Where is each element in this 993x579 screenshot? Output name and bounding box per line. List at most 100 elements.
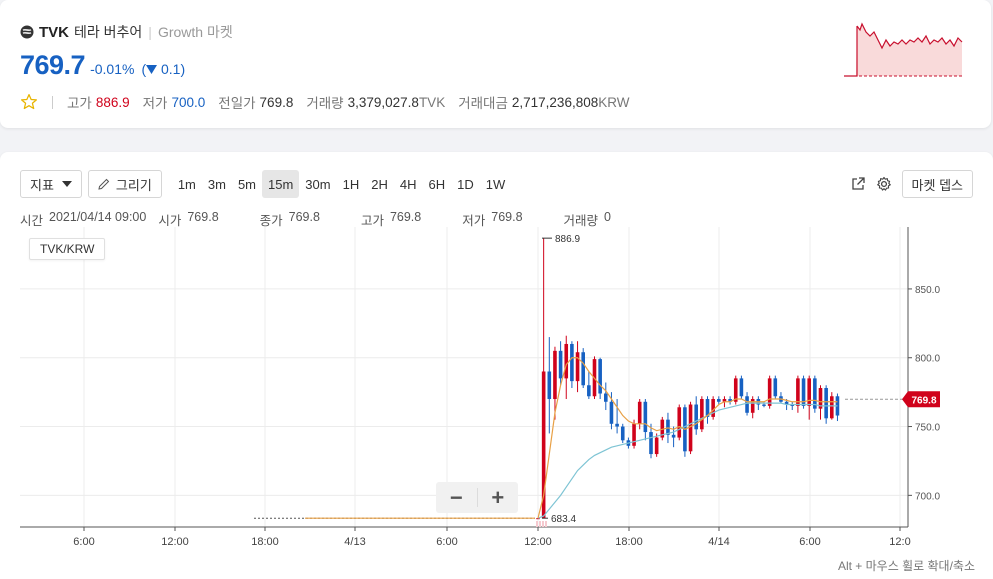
- volume-bar: [545, 521, 547, 527]
- change-amount-value: 0.1: [161, 61, 181, 77]
- candle-body: [711, 399, 715, 417]
- prev-close-label: 전일가: [218, 96, 256, 111]
- interval-30m[interactable]: 30m: [305, 176, 331, 192]
- zoom-in-button[interactable]: +: [491, 484, 505, 510]
- candle-body: [570, 343, 574, 382]
- candle-body: [666, 419, 670, 435]
- candle-body: [688, 404, 693, 452]
- high-marker-label: 886.9: [555, 234, 580, 245]
- interval-1h[interactable]: 1H: [342, 176, 360, 192]
- y-tick-label: 850.0: [915, 285, 940, 296]
- volume-bar: [539, 521, 541, 527]
- interval-15m[interactable]: 15m: [262, 170, 300, 198]
- candle-body: [649, 432, 653, 455]
- chart-panel: 지표 그리기 1m 3m 5m 15m 30m 1H 2H 4H 6H 1D 1…: [0, 152, 993, 579]
- candle-body: [773, 378, 778, 397]
- volume-bar: [536, 521, 538, 527]
- y-tick-label: 700.0: [915, 491, 940, 502]
- x-tick-label: 18:00: [251, 536, 279, 548]
- popout-icon[interactable]: [850, 176, 866, 192]
- candle-body: [620, 426, 625, 441]
- trade-amount-value: 2,717,236,808: [511, 94, 599, 110]
- interval-4h[interactable]: 4H: [399, 176, 417, 192]
- ohlc-open-value: 769.8: [187, 210, 219, 224]
- ohlc-low-value: 769.8: [491, 210, 523, 224]
- candle-body: [705, 399, 710, 417]
- candle-body: [536, 518, 540, 520]
- indicator-dropdown[interactable]: 지표: [20, 170, 82, 198]
- ohlc-open-label: 시가: [158, 214, 182, 228]
- coin-logo-icon: [20, 25, 34, 39]
- change-percent: -0.01%: [90, 61, 135, 77]
- y-tick-label: 750.0: [915, 423, 940, 434]
- x-tick-label: 6:00: [73, 536, 94, 548]
- candle-body: [750, 399, 755, 413]
- candle-body: [762, 404, 766, 406]
- caret-down-icon: [61, 181, 72, 187]
- candle-body: [745, 396, 749, 413]
- interval-5m[interactable]: 5m: [237, 176, 256, 192]
- price-sparkline: [844, 22, 964, 77]
- interval-selector: 1m 3m 5m 15m 30m 1H 2H 4H 6H 1D 1W: [172, 170, 511, 198]
- settings-gear-icon[interactable]: [876, 176, 892, 192]
- candle-body: [609, 401, 614, 424]
- candle-body: [796, 378, 800, 406]
- candle-body: [739, 378, 744, 397]
- candle-body: [564, 343, 569, 379]
- candle-body: [830, 396, 834, 419]
- candle-body: [581, 352, 585, 386]
- zoom-out-button[interactable]: −: [449, 484, 463, 510]
- interval-2h[interactable]: 2H: [371, 176, 388, 192]
- current-price-label: 769.8: [911, 395, 936, 406]
- ohlc-high-value: 769.8: [389, 210, 422, 224]
- ohlc-close-value: 769.8: [288, 210, 320, 224]
- candle-body: [807, 378, 811, 406]
- ohlc-time-value: 2021/04/14 09:00: [49, 210, 147, 224]
- market-depth-label: 마켓 뎁스: [911, 177, 963, 193]
- candlestick-chart[interactable]: 850.0 800.0 750.0 700.0 6:00 12:00 18:00 4/13 6:…: [0, 227, 993, 579]
- ohlc-volume-value: 0: [604, 210, 611, 224]
- low-label: 저가: [142, 96, 168, 111]
- draw-label: 그리기: [115, 177, 152, 193]
- candle-body: [790, 404, 795, 406]
- down-triangle-icon: [146, 65, 158, 74]
- candle-body: [728, 399, 732, 402]
- x-tick-label: 6:00: [799, 536, 820, 548]
- pair-tag: TVK/KRW: [29, 238, 106, 260]
- candle-body: [722, 399, 727, 402]
- candle-body: [632, 423, 636, 446]
- ticker-symbol: TVK: [39, 23, 69, 41]
- candle-body: [604, 393, 608, 402]
- ohlc-volume-label: 거래량: [563, 214, 599, 228]
- x-tick-label: 18:00: [615, 536, 643, 548]
- favorite-star-icon[interactable]: [20, 93, 38, 111]
- x-tick-label: 12:00: [161, 536, 189, 548]
- volume-bar: [542, 521, 544, 527]
- draw-button[interactable]: 그리기: [87, 170, 162, 198]
- candle-body: [824, 388, 828, 419]
- ohlc-high-label: 고가: [360, 214, 384, 228]
- candle-body: [654, 437, 659, 455]
- candle-body: [598, 359, 602, 394]
- interval-6h[interactable]: 6H: [428, 176, 446, 192]
- candle-body: [733, 378, 738, 402]
- current-price: 769.7: [20, 50, 86, 80]
- interval-1m[interactable]: 1m: [177, 176, 196, 192]
- candle-body: [813, 378, 817, 409]
- high-value: 886.9: [95, 94, 130, 110]
- pencil-icon: [98, 178, 110, 190]
- candle-body: [637, 401, 642, 424]
- candle-body: [694, 404, 698, 430]
- interval-3m[interactable]: 3m: [207, 176, 226, 192]
- ohlc-close-label: 종가: [259, 214, 283, 228]
- interval-1w[interactable]: 1W: [485, 176, 506, 192]
- market-depth-button[interactable]: 마켓 뎁스: [901, 170, 973, 198]
- prev-close-value: 769.8: [259, 94, 294, 110]
- low-value: 700.0: [171, 94, 206, 110]
- candle-body: [615, 423, 619, 427]
- ohlc-time-label: 시간: [20, 214, 44, 228]
- indicator-label: 지표: [30, 177, 54, 193]
- x-tick-label: 4/14: [708, 536, 729, 548]
- interval-1d[interactable]: 1D: [457, 176, 474, 192]
- candle-body: [671, 434, 676, 438]
